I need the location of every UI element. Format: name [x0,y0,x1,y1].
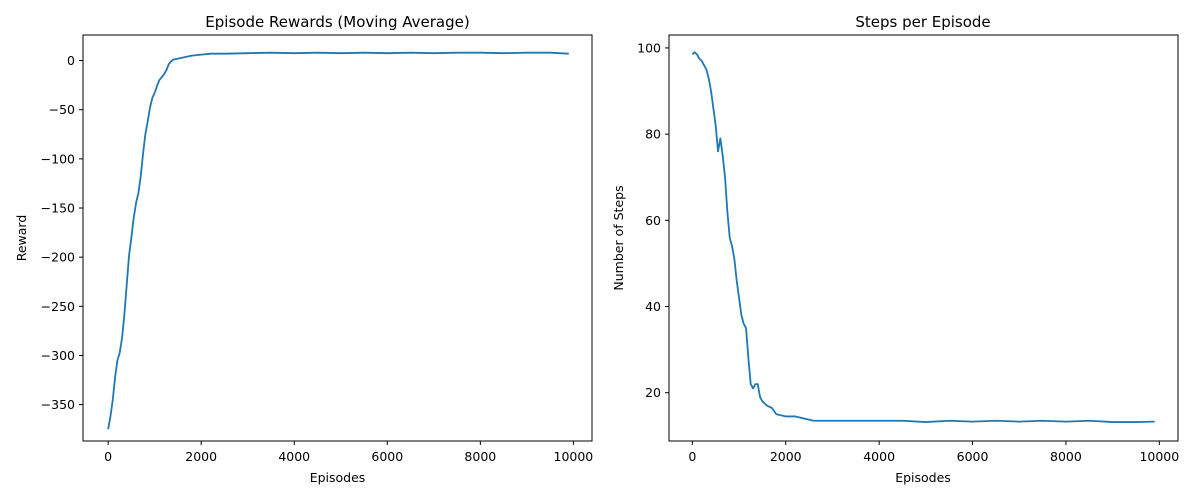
y-tick-label: −250 [41,299,75,314]
axis-ticks: 0 2000 4000 6000 8000 10000 20 40 60 80 100 [637,40,1179,464]
y-tick-label: −300 [41,348,75,363]
x-tick-label: 4000 [863,449,895,464]
series-line [107,51,569,430]
y-tick-label: −200 [41,250,75,265]
y-tick-label: 40 [645,299,661,314]
x-tick-label: 0 [104,449,112,464]
steps-chart: Steps per Episode 0 2000 4000 6000 8000 10000… [611,13,1179,485]
y-tick-label: 60 [645,213,661,228]
x-axis-label: Episodes [895,470,951,485]
y-tick-label: 20 [645,385,661,400]
y-axis-label: Number of Steps [611,185,626,290]
y-tick-label: 80 [645,127,661,142]
plot-area [691,51,1155,423]
y-tick-label: −50 [49,102,75,117]
x-tick-label: 10000 [554,449,594,464]
chart-title: Episode Rewards (Moving Average) [205,13,469,31]
series-line [691,51,1155,423]
plot-area [107,51,569,430]
y-tick-label: −100 [41,151,75,166]
x-tick-label: 2000 [185,449,217,464]
y-tick-label: 0 [67,53,75,68]
y-tick-label: −150 [41,201,75,216]
x-tick-label: 10000 [1139,449,1179,464]
y-tick-label: 100 [637,40,661,55]
y-axis-label: Reward [14,215,29,262]
chart-title: Steps per Episode [855,13,990,31]
x-tick-label: 6000 [371,449,403,464]
x-tick-label: 6000 [957,449,989,464]
y-tick-label: −350 [41,397,75,412]
x-axis-label: Episodes [310,470,366,485]
rewards-chart: Episode Rewards (Moving Average) 0 2000 40… [14,13,593,485]
plot-frame [82,34,593,442]
x-tick-label: 0 [688,449,696,464]
axis-ticks: 0 2000 4000 6000 8000 10000 −350 −300 −250 −200 −1… [41,53,594,464]
x-tick-label: 8000 [464,449,496,464]
plot-frame [668,34,1179,442]
x-tick-label: 4000 [278,449,310,464]
x-tick-label: 8000 [1050,449,1082,464]
x-tick-label: 2000 [770,449,802,464]
